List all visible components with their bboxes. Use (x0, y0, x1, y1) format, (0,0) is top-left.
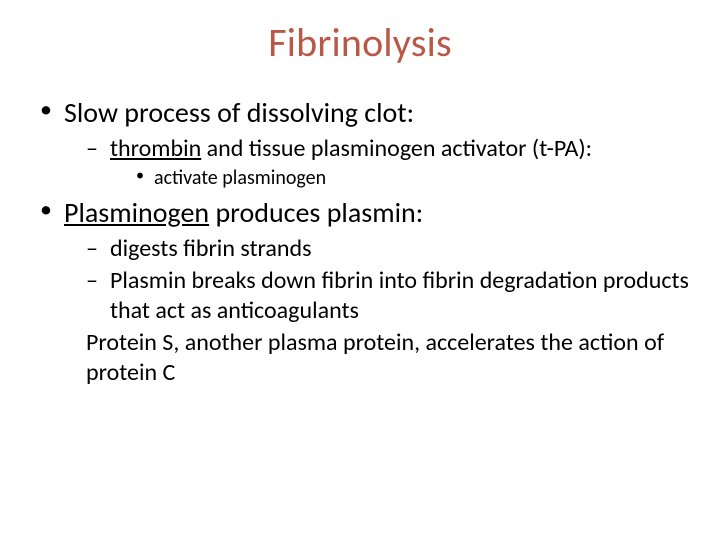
bullet-text-underline: thrombin (110, 134, 201, 163)
bullet-text: Plasmin breaks down fibrin into fibrin d… (110, 266, 689, 325)
bullet-sublist: digests fibrin strands Plasmin breaks do… (86, 234, 690, 388)
bullet-lvl3: activate plasminogen (136, 166, 690, 191)
bullet-list: Slow process of dissolving clot: thrombi… (38, 95, 690, 388)
bullet-sublist: activate plasminogen (136, 166, 690, 191)
slide: Fibrinolysis Slow process of dissolving … (0, 0, 720, 540)
bullet-text-underline: Plasminogen (64, 195, 209, 230)
bullet-lvl1: Slow process of dissolving clot: thrombi… (38, 95, 690, 191)
bullet-text: and tissue plasminogen activator (t-PA): (201, 134, 592, 163)
bullet-lvl1: Plasminogen produces plasmin: digests fi… (38, 195, 690, 388)
bullet-text: digests fibrin strands (110, 234, 311, 263)
bullet-text: activate plasminogen (154, 166, 326, 190)
bullet-lvl2: Plasmin breaks down fibrin into fibrin d… (86, 266, 690, 326)
bullet-sublist: thrombin and tissue plasminogen activato… (86, 134, 690, 191)
slide-title: Fibrinolysis (30, 18, 690, 67)
bullet-lvl2: Protein S, another plasma protein, accel… (86, 328, 690, 388)
bullet-text: Protein S, another plasma protein, accel… (86, 328, 664, 387)
bullet-text: produces plasmin: (209, 195, 423, 230)
bullet-lvl2: thrombin and tissue plasminogen activato… (86, 134, 690, 191)
bullet-lvl2: digests fibrin strands (86, 234, 690, 264)
bullet-text: Slow process of dissolving clot: (64, 95, 414, 130)
